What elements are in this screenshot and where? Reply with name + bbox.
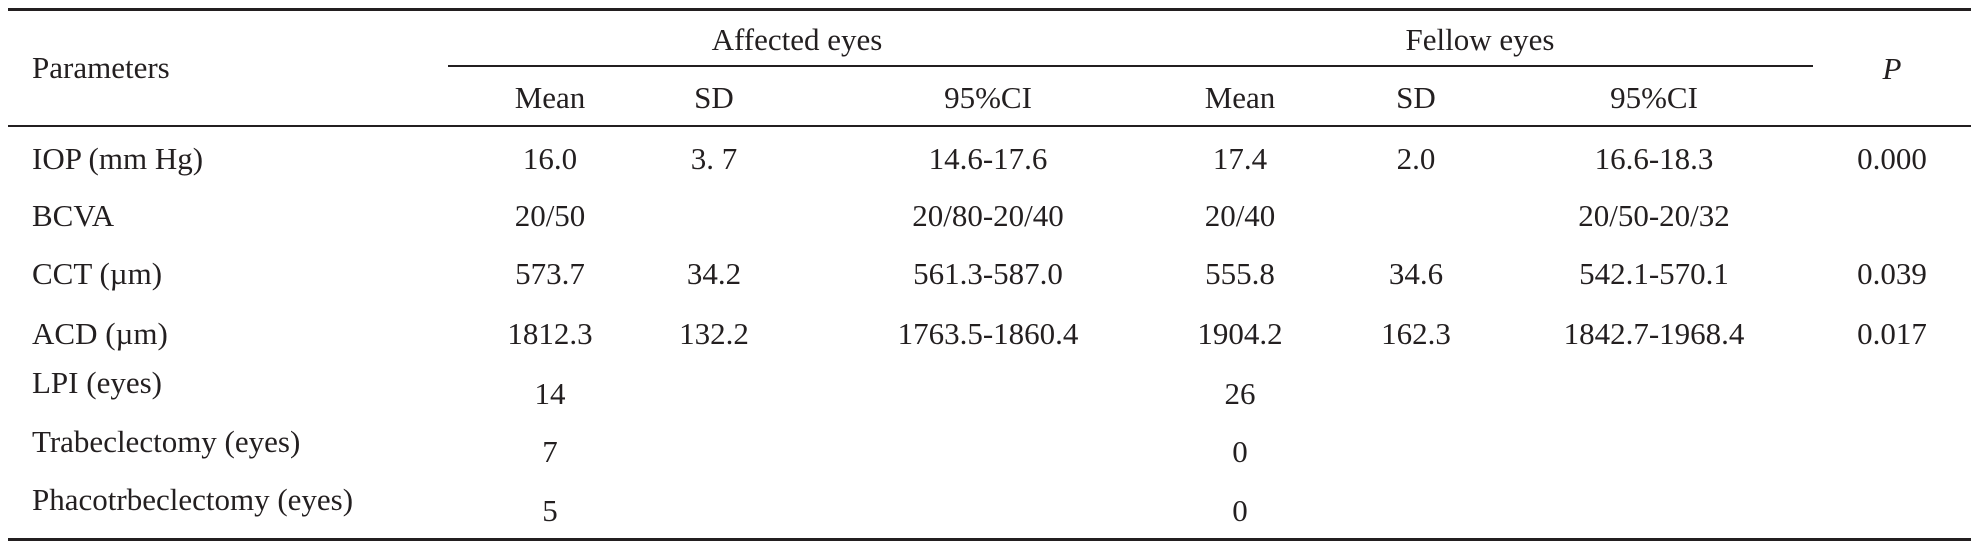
row-label: BCVA <box>32 198 115 233</box>
cell-ci-affected: 14.6-17.6 <box>928 141 1048 176</box>
row-label: CCT (µm) <box>32 256 163 291</box>
cell-ci-fellow: 20/50-20/32 <box>1578 198 1730 233</box>
header-p: P <box>1882 51 1902 86</box>
bottom-rule <box>8 538 1971 541</box>
cell-ci-affected: 561.3-587.0 <box>913 256 1063 291</box>
cell-sd-affected: 34.2 <box>686 256 742 291</box>
row-label: Phacotrbeclectomy (eyes) <box>32 482 354 517</box>
cell-ci-fellow: 1842.7-1968.4 <box>1563 316 1745 351</box>
cell-sd-fellow: 162.3 <box>1381 316 1451 351</box>
cell-mean-affected: 7 <box>542 434 558 469</box>
row-label: IOP (mm Hg) <box>32 141 204 176</box>
cell-mean-fellow: 555.8 <box>1205 256 1275 291</box>
row-label: ACD (µm) <box>32 316 168 351</box>
cell-ci-affected: 20/80-20/40 <box>912 198 1064 233</box>
cell-mean-fellow: 0 <box>1232 434 1248 469</box>
row-label: Trabeclectomy (eyes) <box>32 424 301 459</box>
cell-p: 0.039 <box>1857 256 1927 291</box>
header-sd-affected: SD <box>694 80 734 115</box>
fellow-group-rule <box>1146 65 1813 67</box>
cell-mean-fellow: 17.4 <box>1212 141 1268 176</box>
header-sd-fellow: SD <box>1396 80 1436 115</box>
affected-group-rule <box>448 65 1146 67</box>
cell-sd-fellow: 34.6 <box>1388 256 1444 291</box>
header-parameters: Parameters <box>32 50 170 85</box>
cell-mean-affected: 16.0 <box>522 141 578 176</box>
cell-ci-affected: 1763.5-1860.4 <box>897 316 1079 351</box>
cell-p: 0.000 <box>1857 141 1927 176</box>
row-label: LPI (eyes) <box>32 365 162 400</box>
cell-ci-fellow: 16.6-18.3 <box>1594 141 1714 176</box>
cell-mean-affected: 1812.3 <box>507 316 593 351</box>
header-ci-affected: 95%CI <box>944 80 1032 115</box>
cell-mean-fellow: 0 <box>1232 493 1248 528</box>
cell-mean-fellow: 26 <box>1224 376 1256 411</box>
header-rule <box>8 125 1971 127</box>
cell-mean-affected: 20/50 <box>514 198 586 233</box>
cell-p: 0.017 <box>1857 316 1927 351</box>
header-fellow-eyes: Fellow eyes <box>1405 22 1555 57</box>
top-rule <box>8 8 1971 11</box>
cell-mean-affected: 573.7 <box>515 256 585 291</box>
cell-mean-affected: 5 <box>542 493 558 528</box>
header-affected-eyes: Affected eyes <box>711 22 883 57</box>
cell-ci-fellow: 542.1-570.1 <box>1579 256 1729 291</box>
header-ci-fellow: 95%CI <box>1610 80 1698 115</box>
cell-mean-affected: 14 <box>534 376 566 411</box>
cell-sd-affected: 132.2 <box>679 316 749 351</box>
header-mean-affected: Mean <box>514 80 586 115</box>
cell-mean-fellow: 1904.2 <box>1197 316 1283 351</box>
cell-mean-fellow: 20/40 <box>1204 198 1276 233</box>
cell-sd-fellow: 2.0 <box>1396 141 1436 176</box>
cell-sd-affected: 3. 7 <box>690 141 738 176</box>
header-mean-fellow: Mean <box>1204 80 1276 115</box>
